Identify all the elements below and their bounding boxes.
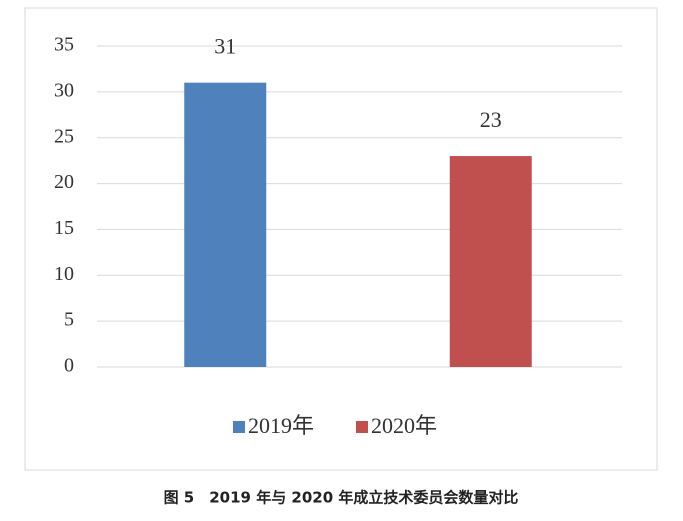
legend-swatch — [233, 421, 245, 433]
y-tick-label: 25 — [54, 125, 74, 147]
legend-label: 2019年 — [248, 413, 314, 438]
y-tick-label: 0 — [64, 355, 74, 377]
y-tick-label: 10 — [54, 263, 74, 285]
y-tick-label: 15 — [54, 217, 74, 239]
legend-swatch — [356, 421, 368, 433]
y-tick-label: 35 — [54, 34, 74, 56]
chart-frame — [24, 7, 658, 471]
chart-title: 图 5 2019 年与 2020 年成立技术委员会数量对比 — [164, 489, 519, 507]
legend-label: 2020年 — [371, 413, 437, 438]
data-label: 23 — [480, 107, 502, 132]
bar — [449, 156, 532, 367]
y-tick-label: 5 — [64, 309, 74, 331]
y-tick-label: 20 — [54, 171, 74, 193]
bar — [184, 82, 267, 367]
y-tick-label: 30 — [54, 79, 74, 101]
data-label: 31 — [214, 34, 236, 59]
